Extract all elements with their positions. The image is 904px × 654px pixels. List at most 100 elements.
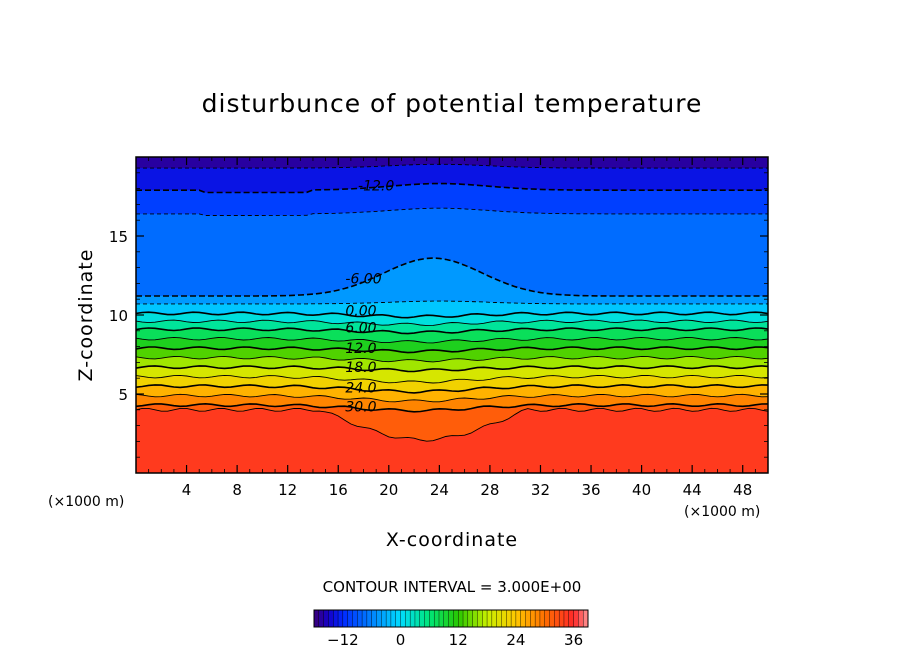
contour-interval-note: CONTOUR INTERVAL = 3.000E+00 xyxy=(323,578,582,596)
colorbar-cell xyxy=(390,609,397,628)
colorbar-cell xyxy=(419,609,426,628)
contour-label: 18.0 xyxy=(345,360,376,376)
colorbar-cell xyxy=(539,609,546,628)
chart-title: disturbunce of potential temperature xyxy=(202,89,703,118)
colorbar-cell xyxy=(323,609,329,628)
x-tick-label: 32 xyxy=(531,481,550,499)
contour-line-33 xyxy=(136,407,768,442)
x-tick-label: 28 xyxy=(480,481,499,499)
x-tick-label: 20 xyxy=(379,481,398,499)
x-tick-label: 44 xyxy=(683,481,702,499)
x-tick-label: 8 xyxy=(232,481,242,499)
x-tick-label: 16 xyxy=(329,481,348,499)
colorbar: −12 0 12 24 36 xyxy=(313,609,589,649)
colorbar-cell xyxy=(534,609,541,628)
colorbar-cell xyxy=(520,609,527,628)
colorbar-cell xyxy=(573,609,579,628)
colorbar-cell xyxy=(458,609,464,628)
colorbar-cell xyxy=(385,609,392,628)
contour-label: 0.00 xyxy=(345,303,376,319)
colorbar-cell xyxy=(318,609,325,628)
contour-line-18 xyxy=(136,365,768,373)
colorbar-cell xyxy=(496,609,502,628)
colorbar-cell xyxy=(347,609,353,628)
colorbar-cell xyxy=(313,609,320,628)
colorbar-cell xyxy=(352,609,358,628)
colorbar-tick-label: −12 xyxy=(327,631,359,649)
colorbar-cell xyxy=(453,609,459,628)
contour-line-3 xyxy=(136,319,768,327)
colorbar-cell xyxy=(491,609,498,628)
colorbar-cell xyxy=(568,609,575,628)
x-tick-label: 36 xyxy=(581,481,600,499)
contour-line-9 xyxy=(136,336,768,344)
colorbar-cell xyxy=(361,609,368,628)
colorbar-cell xyxy=(328,609,334,628)
colorbar-cell xyxy=(472,609,478,628)
contour-line-27 xyxy=(136,393,768,403)
colorbar-cell xyxy=(467,609,474,628)
colorbar-cell xyxy=(371,609,377,628)
colorbar-cell xyxy=(482,609,488,628)
contour-line--3 xyxy=(136,300,768,305)
contour-line-12 xyxy=(136,346,768,354)
colorbar-cell xyxy=(443,609,450,628)
colorbar-cell xyxy=(342,609,349,628)
contour-line-30 xyxy=(136,402,768,413)
colorbar-cell xyxy=(448,609,454,628)
contour-label: 12.0 xyxy=(345,341,376,357)
colorbar-cell xyxy=(337,609,344,628)
colorbar-cell xyxy=(510,609,517,628)
colorbar-cell xyxy=(462,609,469,628)
y-tick-label: 5 xyxy=(118,386,128,404)
colorbar-frame xyxy=(313,609,589,628)
y-tick-label: 10 xyxy=(109,307,128,325)
filled-contours xyxy=(136,157,768,473)
colorbar-tick-label: 12 xyxy=(449,631,468,649)
colorbar-cell xyxy=(405,609,411,628)
colorbar-cell xyxy=(544,609,551,628)
colorbar-cell xyxy=(414,609,421,628)
colorbar-cell xyxy=(409,609,416,628)
colorbar-cell xyxy=(381,609,387,628)
band-33 xyxy=(136,408,768,473)
x-tick-label: 24 xyxy=(430,481,449,499)
x-axis-label: X-coordinate xyxy=(386,529,518,551)
colorbar-cell xyxy=(366,609,373,628)
contour-line-15 xyxy=(136,355,768,363)
colorbar-cell xyxy=(554,609,560,628)
contour-line--15 xyxy=(136,163,768,169)
y-axis-label: Z-coordinate xyxy=(75,249,97,382)
colorbar-cell xyxy=(477,609,483,628)
x-tick-label: 4 xyxy=(182,481,192,499)
contour-label: -12.0 xyxy=(358,178,394,194)
x-unit-right: (×1000 m) xyxy=(684,504,760,520)
colorbar-cell xyxy=(429,609,435,628)
colorbar-cell xyxy=(333,609,339,628)
colorbar-cell xyxy=(578,609,584,628)
colorbar-cell xyxy=(530,609,536,628)
x-tick-label: 48 xyxy=(733,481,752,499)
x-tick-label: 40 xyxy=(632,481,651,499)
colorbar-cell xyxy=(501,609,507,628)
contour-line-21 xyxy=(136,374,768,384)
colorbar-cell xyxy=(376,609,382,628)
contour-line--9 xyxy=(136,207,768,216)
plot-area: -12.0 -6.00 0.00 6.00 12.0 18.0 24.0 30.0 xyxy=(136,157,768,473)
contour-label: 30.0 xyxy=(345,400,376,416)
colorbar-cell xyxy=(506,609,512,628)
colorbar-cell xyxy=(563,609,570,628)
colorbar-cell xyxy=(424,609,430,628)
colorbar-cell xyxy=(400,609,406,628)
colorbar-cell xyxy=(549,609,555,628)
colorbar-cell xyxy=(395,609,402,628)
colorbar-cell xyxy=(486,609,493,628)
colorbar-cell xyxy=(357,609,363,628)
colorbar-cell xyxy=(433,609,440,628)
contour-line-0 xyxy=(136,311,768,319)
contour-label: 6.00 xyxy=(345,321,376,337)
colorbar-tick-label: 36 xyxy=(564,631,583,649)
colorbar-tick-label: 0 xyxy=(396,631,406,649)
